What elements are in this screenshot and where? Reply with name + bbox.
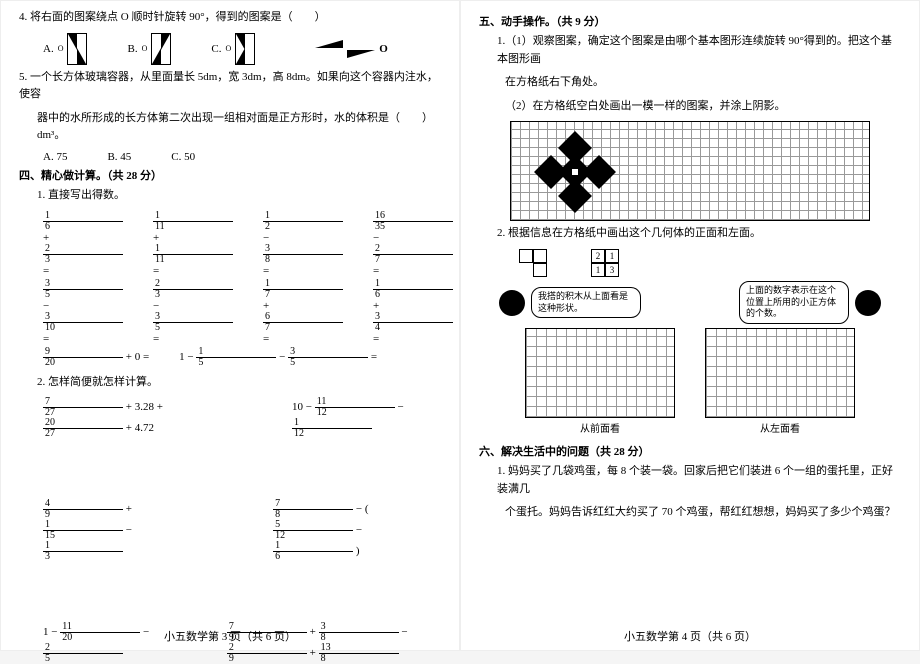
footer-right: 小五数学第 4 页（共 6 页） xyxy=(461,628,919,644)
calc-row3: 920 + 0 = 1 − 15 − 35 = xyxy=(43,347,441,368)
q4-opt-b: B.O xyxy=(127,33,171,65)
q5-1-1a: 1.（1）观察图案，确定这个图案是由哪个基本图形连续旋转 90°得到的。把这个基… xyxy=(479,33,901,68)
q5-2: 2. 根据信息在方格纸中画出这个几何体的正面和左面。 xyxy=(479,225,901,243)
s4-sub2: 2. 怎样简便就怎样计算。 xyxy=(19,374,441,392)
avatar-right-icon xyxy=(855,290,881,316)
simp-row1: 727 + 3.28 + 2027 + 4.72 10 − 1112 − 112 xyxy=(43,397,441,439)
q6-1a: 1. 妈妈买了几袋鸡蛋，每 8 个装一袋。回家后把它们装进 6 个一组的蛋托里，… xyxy=(479,463,901,498)
q4-opt-a: A.O xyxy=(43,33,87,65)
top-view-blocks: 21 13 xyxy=(519,249,901,277)
section6-title: 六、解决生活中的问题（共 28 分） xyxy=(479,443,901,459)
q4-options: A.O B.O C.O O xyxy=(43,33,441,65)
page-left: 4. 将右面的图案绕点 O 顺时针旋转 90°，得到的图案是（ ） A.O B.… xyxy=(0,0,460,651)
q5-1-2: （2）在方格纸空白处画出一模一样的图案，并涂上阴影。 xyxy=(479,98,901,116)
q6-1b: 个蛋托。妈妈告诉红红大约买了 70 个鸡蛋，帮红红想想，妈妈买了多少个鸡蛋？ xyxy=(479,504,901,522)
q5-line2: 器中的水所形成的长方体第二次出现一组相对面是正方形时，水的体积是（ ）dm³。 xyxy=(19,110,441,145)
left-view-grid xyxy=(705,328,855,418)
section4-title: 四、精心做计算。（共 28 分） xyxy=(19,167,441,183)
front-view-grid xyxy=(525,328,675,418)
avatar-left-icon xyxy=(499,290,525,316)
q4-text: 4. 将右面的图案绕点 O 顺时针旋转 90°，得到的图案是（ ） xyxy=(19,9,441,27)
s4-sub1: 1. 直接写出得数。 xyxy=(19,187,441,205)
simp-row2: 49 + 115 − 13 78 − ( 512 − 16 ) xyxy=(43,499,441,562)
section5-title: 五、动手操作。（共 9 分） xyxy=(479,13,901,29)
calc-row2: 35 − 310 = 23 − 35 = 17 + 67 = 16 + 34 = xyxy=(43,279,441,345)
q5-options: A. 75 B. 45 C. 50 xyxy=(43,151,441,163)
speech-left: 我搭的积木从上面看是这种形状。 xyxy=(531,287,641,318)
pattern-grid xyxy=(510,121,870,221)
speech-right: 上面的数字表示在这个位置上所用的小正方体的个数。 xyxy=(739,281,849,324)
q4-opt-c: C.O xyxy=(211,33,255,65)
bubble-row: 我搭的积木从上面看是这种形状。 上面的数字表示在这个位置上所用的小正方体的个数。 xyxy=(499,281,881,324)
q5-line1: 5. 一个长方体玻璃容器，从里面量长 5dm，宽 3dm，高 8dm。如果向这个… xyxy=(19,69,441,104)
calc-row1: 16 + 23 = 111 + 111 = 12 − 38 = 1635 − 2… xyxy=(43,211,441,277)
view-grids: 从前面看 从左面看 xyxy=(479,328,901,435)
page-right: 五、动手操作。（共 9 分） 1.（1）观察图案，确定这个图案是由哪个基本图形连… xyxy=(460,0,920,651)
q5-1-1b: 在方格纸右下角处。 xyxy=(479,74,901,92)
q4-reference: O xyxy=(315,40,388,58)
footer-left: 小五数学第 3 页（共 6 页） xyxy=(1,628,459,644)
